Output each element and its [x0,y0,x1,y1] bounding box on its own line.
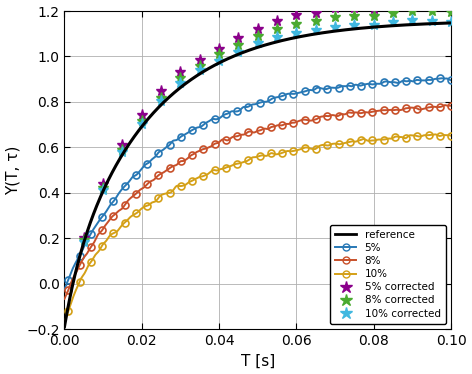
Y-axis label: Y(T, τ): Y(T, τ) [6,145,21,195]
Legend: reference, 5%, 8%, 10%, 5% corrected, 8% corrected, 10% corrected: reference, 5%, 8%, 10%, 5% corrected, 8%… [330,225,446,324]
X-axis label: T [s]: T [s] [241,353,275,368]
